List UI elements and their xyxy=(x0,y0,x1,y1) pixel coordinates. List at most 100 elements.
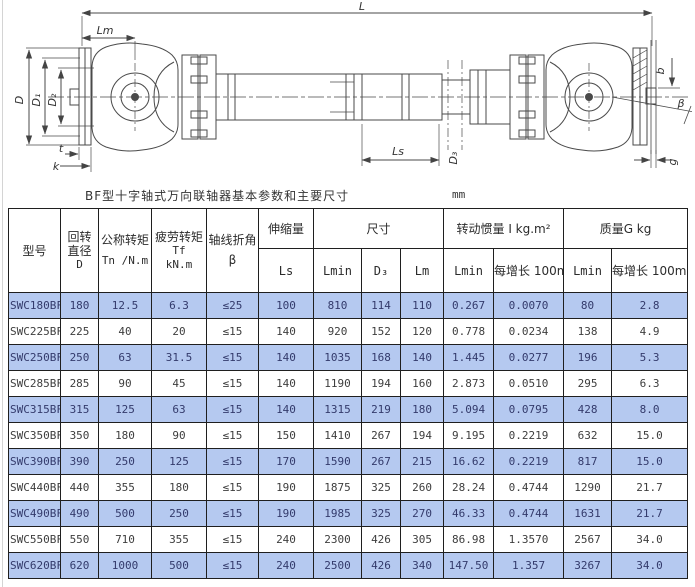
value-cell: 500 xyxy=(151,552,207,579)
value-cell: 1.3570 xyxy=(493,526,565,553)
value-cell: 80 xyxy=(563,292,613,319)
table-row: SWC620BF 620 1000 500 ≤15 240 2500 426 340 147.50… xyxy=(8,552,689,579)
table-row: SWC550BF 550 710 355 ≤15 240 2300 426 305 86.98 1.… xyxy=(8,526,689,553)
value-cell: 1000 xyxy=(98,552,152,579)
value-cell: 215 xyxy=(399,448,445,475)
left-flange-pair xyxy=(181,54,199,140)
col-header-lmin-mass: Lmin xyxy=(563,248,613,293)
value-cell: 1985 xyxy=(313,500,362,527)
value-cell: 194 xyxy=(361,370,401,397)
bolt xyxy=(518,56,536,65)
model-cell: SWC180BF xyxy=(8,292,61,319)
value-cell: 355 xyxy=(98,474,152,501)
value-cell: 0.2219 xyxy=(493,422,565,449)
value-cell: 0.778 xyxy=(443,318,495,345)
header-line: 直径 xyxy=(67,243,92,258)
value-cell: 170 xyxy=(258,448,314,475)
unit-label: mm xyxy=(452,188,466,201)
col-header-nominal-torque: 公称转矩 Tn /N.m xyxy=(98,208,152,293)
value-cell: 6.3 xyxy=(151,292,207,319)
table-row: SWC180BF 180 12.5 6.3 ≤25 100 810 114 110 0.267 0.… xyxy=(8,292,689,319)
value-cell: ≤15 xyxy=(206,552,259,579)
col-header-lmin-size: Lmin xyxy=(313,248,362,293)
value-cell: 250 xyxy=(151,500,207,527)
value-cell: 90 xyxy=(151,422,207,449)
value-cell: 110 xyxy=(399,292,445,319)
dim-label-Lm: Lm xyxy=(97,24,114,37)
value-cell: ≤15 xyxy=(206,448,259,475)
value-cell: 34.0 xyxy=(611,526,689,553)
value-cell: 219 xyxy=(361,396,401,423)
value-cell: 1631 xyxy=(563,500,613,527)
value-cell: 817 xyxy=(563,448,613,475)
bolt xyxy=(518,75,536,84)
value-cell: 1.357 xyxy=(493,552,565,579)
value-cell: 140 xyxy=(399,344,445,371)
value-cell: 426 xyxy=(361,552,401,579)
bolt xyxy=(190,56,208,65)
value-cell: 550 xyxy=(60,526,99,553)
value-cell: 140 xyxy=(258,370,314,397)
value-cell: 90 xyxy=(98,370,152,397)
coupling-spec-table: 型号 回转 直径 D 公称转矩 Tn /N.m 疲劳转矩 Tf kN.m 轴线折… xyxy=(8,208,689,579)
value-cell: 21.7 xyxy=(611,474,689,501)
col-group-inertia: 转动惯量 I kg.m² xyxy=(443,208,565,249)
value-cell: 500 xyxy=(98,500,152,527)
value-cell: 21.7 xyxy=(611,500,689,527)
value-cell: 620 xyxy=(60,552,99,579)
bolt xyxy=(518,110,536,119)
table-row: SWC285BF 285 90 45 ≤15 140 1190 194 160 2.873 0.05… xyxy=(8,370,689,397)
col-header-mass-per-100mm: 每增长 100mm xyxy=(611,248,689,293)
value-cell: 28.24 xyxy=(443,474,495,501)
value-cell: 140 xyxy=(258,396,314,423)
value-cell: 180 xyxy=(98,422,152,449)
col-group-extension: 伸缩量 xyxy=(258,208,314,249)
dim-label-b: b xyxy=(654,67,667,74)
col-header-inertia-per-100mm: 每增长 100mm xyxy=(493,248,565,293)
value-cell: 194 xyxy=(399,422,445,449)
value-cell: 1290 xyxy=(563,474,613,501)
value-cell: 45 xyxy=(151,370,207,397)
value-cell: 0.267 xyxy=(443,292,495,319)
value-cell: ≤15 xyxy=(206,396,259,423)
value-cell: 152 xyxy=(361,318,401,345)
value-cell: 0.4744 xyxy=(493,474,565,501)
value-cell: 196 xyxy=(563,344,613,371)
left-yoke xyxy=(91,42,179,152)
value-cell: 190 xyxy=(258,474,314,501)
value-cell: 250 xyxy=(98,448,152,475)
bolt xyxy=(190,110,208,119)
bolt xyxy=(518,129,536,138)
value-cell: 160 xyxy=(399,370,445,397)
dim-label-D1: D₁ xyxy=(30,94,43,107)
dim-label-Ls: Ls xyxy=(392,145,404,158)
value-cell: 1.445 xyxy=(443,344,495,371)
table-row: SWC250BF 250 63 31.5 ≤15 140 1035 168 140 1.445 0.… xyxy=(8,344,689,371)
value-cell: 2567 xyxy=(563,526,613,553)
value-cell: 295 xyxy=(563,370,613,397)
dim-label-L: L xyxy=(359,0,365,13)
value-cell: 440 xyxy=(60,474,99,501)
model-cell: SWC315BF xyxy=(8,396,61,423)
model-cell: SWC225BF xyxy=(8,318,61,345)
value-cell: 0.0795 xyxy=(493,396,565,423)
col-header-fatigue-torque: 疲劳转矩 Tf kN.m xyxy=(151,208,207,293)
left-flange-hub xyxy=(69,88,80,106)
value-cell: 125 xyxy=(151,448,207,475)
table-row: SWC390BF 390 250 125 ≤15 170 1590 267 215 16.62 0.… xyxy=(8,448,689,475)
value-cell: 240 xyxy=(258,552,314,579)
value-cell: 325 xyxy=(361,500,401,527)
col-header-lm: Lm xyxy=(399,248,445,293)
spec-table-body: SWC180BF 180 12.5 6.3 ≤25 100 810 114 110 0.267 0.… xyxy=(8,292,689,579)
value-cell: 1315 xyxy=(313,396,362,423)
col-header-rotary-diameter: 回转 直径 D xyxy=(60,208,99,293)
value-cell: 426 xyxy=(361,526,401,553)
value-cell: 305 xyxy=(399,526,445,553)
shaft-assembly-geometry xyxy=(25,9,692,172)
document-title: BF型十字轴式万向联轴器基本参数和主要尺寸 xyxy=(85,189,350,203)
value-cell: 15.0 xyxy=(611,448,689,475)
header-line: D xyxy=(76,257,83,271)
col-group-mass: 质量G kg xyxy=(563,208,689,249)
value-cell: 168 xyxy=(361,344,401,371)
value-cell: 355 xyxy=(151,526,207,553)
